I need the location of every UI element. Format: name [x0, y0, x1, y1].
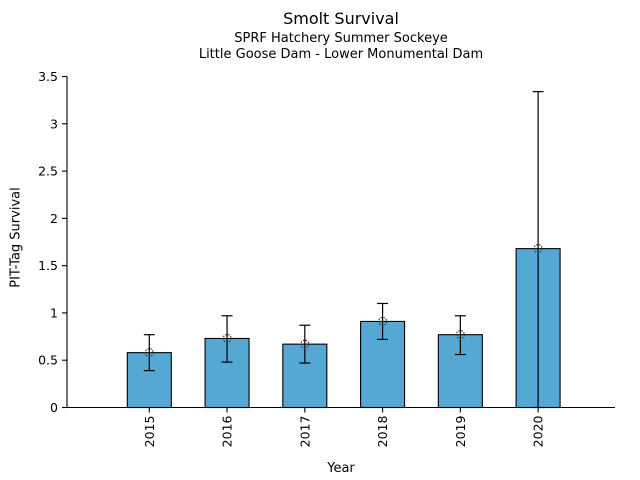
point-marker-2016 [222, 333, 232, 344]
y-tick-label-1: 1 [50, 305, 58, 320]
x-tick-label-2017: 2017 [297, 416, 312, 448]
point-marker-2019 [455, 330, 465, 340]
chart-title: Smolt Survival [283, 9, 399, 28]
x-tick-label-2015: 2015 [142, 416, 157, 448]
x-tick-label-2020: 2020 [531, 415, 546, 447]
x-axis-label: Year [327, 461, 355, 476]
point-marker-2015 [144, 348, 154, 358]
x-tick-label-2018: 2018 [375, 415, 390, 447]
point-marker-2018 [377, 316, 388, 327]
y-tick-label-0: 0 [50, 400, 58, 415]
y-tick-label-2: 2 [50, 211, 58, 226]
y-tick-label-2.5: 2.5 [38, 164, 58, 179]
point-marker-2020 [533, 244, 543, 254]
x-tick-label-2016: 2016 [220, 415, 235, 447]
y-tick-label-3: 3 [50, 116, 58, 131]
y-tick-label-0.5: 0.5 [38, 353, 58, 368]
chart-subtitle-line1: SPRF Hatchery Summer Sockeye [234, 31, 448, 47]
chart-subtitle-line2: Little Goose Dam - Lower Monumental Dam [198, 47, 484, 63]
y-tick-label-1.5: 1.5 [38, 258, 58, 273]
x-tick-label-2019: 2019 [453, 415, 468, 447]
y-tick-label-3.5: 3.5 [38, 69, 58, 84]
point-marker-2017 [300, 339, 310, 349]
chart-header: Smolt Survival SPRF Hatchery Summer Sock… [67, 9, 615, 64]
